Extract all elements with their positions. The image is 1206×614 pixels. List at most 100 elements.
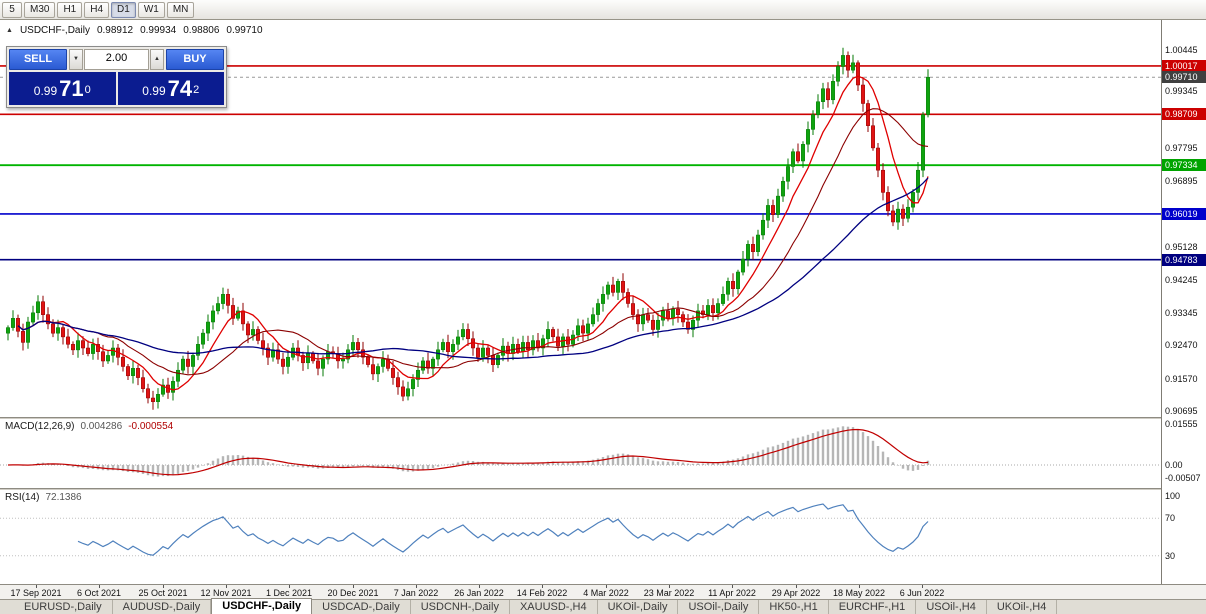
date-axis[interactable]: 17 Sep 2021 6 Oct 2021 25 Oct 2021 12 Nov 2…	[0, 584, 1206, 599]
sell-button[interactable]: SELL	[9, 49, 67, 70]
date-tick-mark	[479, 585, 480, 588]
price-axis-tick: 0.97795	[1165, 143, 1198, 153]
candlesticks	[6, 47, 930, 410]
date-tick-mark	[542, 585, 543, 588]
tf-button-h4[interactable]: H4	[84, 1, 110, 18]
date-tick-mark	[36, 585, 37, 588]
rsi-axis-label: 100	[1165, 491, 1181, 501]
price-line-badge: 1.00017	[1162, 60, 1206, 72]
price-axis-tick: 0.90695	[1165, 406, 1198, 416]
date-tick-mark	[226, 585, 227, 588]
date-label: 25 Oct 2021	[138, 588, 188, 598]
main-chart-pane[interactable]: ▲ USDCHF-,Daily 0.98912 0.99934 0.98806 …	[0, 20, 1161, 417]
price-axis-tick: 0.99345	[1165, 86, 1198, 96]
date-tick-mark	[669, 585, 670, 588]
date-tick-mark	[922, 585, 923, 588]
tf-button-w1[interactable]: W1	[137, 1, 165, 18]
symbol-tab-hk50-h1[interactable]: HK50-,H1	[759, 600, 829, 614]
rsi-pane: RSI(14) 72.1386	[0, 490, 1161, 584]
date-label: 29 Apr 2022	[771, 588, 821, 598]
symbol-tab-usoil-daily[interactable]: USOil-,Daily	[678, 600, 760, 614]
date-label: 6 Oct 2021	[76, 588, 122, 598]
date-tick-mark	[99, 585, 100, 588]
bid-main-digits: 71	[59, 75, 84, 101]
macd-chart-svg	[0, 426, 1161, 477]
price-axis-tick: 0.91570	[1165, 374, 1198, 384]
timeframe-toolbar: 5 M30 H1 H4 D1 W1 MN	[0, 0, 1206, 20]
rsi-axis-label: 30	[1165, 551, 1176, 561]
price-axis-tick: 0.96895	[1165, 176, 1198, 186]
rsi-value: 72.1386	[45, 492, 82, 503]
date-label: 4 Mar 2022	[583, 588, 629, 598]
price-axis-tick: 0.95128	[1165, 242, 1198, 252]
symbol-tab-xauusd-h4[interactable]: XAUUSD-,H4	[510, 600, 598, 614]
price-axis-tick: 0.94245	[1165, 275, 1198, 285]
tf-button-5[interactable]: 5	[2, 1, 22, 18]
date-label: 6 Jun 2022	[899, 588, 945, 598]
macd-axis-label: -0.00507	[1165, 473, 1201, 483]
symbol-tab-ukoil-h4[interactable]: UKOil-,H4	[987, 600, 1058, 614]
low-value: 0.98806	[183, 25, 220, 36]
rsi-axis-label: 70	[1165, 513, 1176, 523]
support-resistance-lines[interactable]	[0, 65, 1161, 261]
macd-name: MACD(12,26,9)	[5, 421, 75, 432]
buy-button[interactable]: BUY	[166, 49, 224, 70]
symbol-tab-audusd-daily[interactable]: AUDUSD-,Daily	[113, 600, 212, 614]
price-axis-tick: 0.93345	[1165, 308, 1198, 318]
open-value: 0.98912	[96, 25, 134, 36]
price-axis-tick: 1.00445	[1165, 45, 1198, 55]
one-click-trading-panel: SELL ▼ 2.00 ▲ BUY 0.99 71 0 0.99 74 2	[6, 46, 227, 108]
macd-axis-label: 0.01555	[1165, 419, 1198, 429]
macd-value-signal: -0.000554	[128, 421, 174, 432]
ask-main-digits: 74	[167, 75, 193, 101]
macd-label: MACD(12,26,9) 0.004286 -0.000554	[5, 421, 173, 432]
price-axis[interactable]: 1.00445 0.99345 0.97795 0.96895 0.95128 0.942…	[1161, 20, 1206, 584]
date-tick-mark	[606, 585, 607, 588]
lot-increase-button[interactable]: ▲	[150, 49, 164, 70]
tf-button-d1[interactable]: D1	[111, 1, 136, 18]
ask-pip-digit: 2	[193, 84, 200, 96]
ask-prefix: 0.99	[142, 83, 166, 98]
macd-axis-label: 0.00	[1165, 460, 1183, 470]
chart-marker-icon: ▲	[6, 27, 13, 34]
macd-pane: MACD(12,26,9) 0.004286 -0.000554	[0, 419, 1161, 488]
date-tick-mark	[353, 585, 354, 588]
lot-size-input[interactable]: 2.00	[84, 49, 149, 70]
date-label: 23 Mar 2022	[643, 588, 695, 598]
pane-splitter[interactable]	[0, 417, 1206, 419]
tf-button-h1[interactable]: H1	[57, 1, 83, 18]
symbol-tab-usdcad-daily[interactable]: USDCAD-,Daily	[312, 600, 411, 614]
symbol-tab-usdchf-daily[interactable]: USDCHF-,Daily	[211, 598, 313, 614]
date-tick-mark	[859, 585, 860, 588]
price-axis-tick: 0.92470	[1165, 340, 1198, 350]
rsi-name: RSI(14)	[5, 492, 40, 503]
bid-pip-digit: 0	[84, 84, 91, 96]
symbol-tab-ukoil-daily[interactable]: UKOil-,Daily	[598, 600, 679, 614]
date-label: 12 Nov 2021	[200, 588, 252, 598]
tf-button-m30[interactable]: M30	[24, 1, 56, 18]
macd-value-main: 0.004286	[80, 421, 123, 432]
symbol-tab-usoil-h4[interactable]: USOil-,H4	[916, 600, 987, 614]
symbol-tab-eurchf-h1[interactable]: EURCHF-,H1	[829, 600, 917, 614]
date-label: 17 Sep 2021	[10, 588, 62, 598]
lot-decrease-button[interactable]: ▼	[69, 49, 83, 70]
date-label: 14 Feb 2022	[516, 588, 568, 598]
lot-size-stepper: ▼ 2.00 ▲	[69, 49, 164, 70]
price-line-badge: 0.98709	[1162, 108, 1206, 120]
ohlc-title: ▲ USDCHF-,Daily 0.98912 0.99934 0.98806 …	[6, 25, 263, 36]
symbol-tabs-bar: EURUSD-,Daily AUDUSD-,Daily USDCHF-,Daily U…	[0, 598, 1206, 614]
pane-splitter[interactable]	[0, 488, 1206, 490]
date-tick-mark	[732, 585, 733, 588]
symbol-tab-eurusd-daily[interactable]: EURUSD-,Daily	[14, 600, 113, 614]
ask-price[interactable]: 0.99 74 2	[117, 72, 224, 105]
macd-histogram	[11, 426, 930, 477]
date-label: 7 Jan 2022	[393, 588, 439, 598]
price-line-badge: 0.94783	[1162, 254, 1206, 266]
date-label: 20 Dec 2021	[327, 588, 379, 598]
symbol-tab-usdcnh-daily[interactable]: USDCNH-,Daily	[411, 600, 510, 614]
tf-button-mn[interactable]: MN	[166, 1, 195, 18]
price-line-badge: 0.96019	[1162, 208, 1206, 220]
bid-price[interactable]: 0.99 71 0	[9, 72, 116, 105]
rsi-chart-svg	[0, 503, 1161, 557]
